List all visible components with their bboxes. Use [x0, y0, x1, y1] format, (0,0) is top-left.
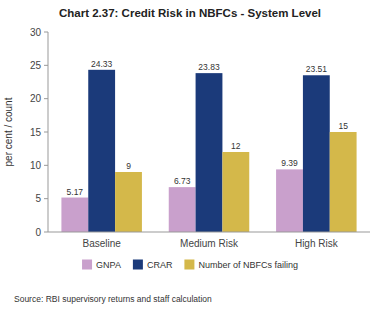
legend-swatch	[184, 260, 194, 270]
bar	[169, 187, 196, 232]
x-tick-label: Baseline	[82, 238, 121, 249]
data-label: 9.39	[281, 158, 298, 168]
y-tick	[44, 32, 48, 33]
legend-item: GNPA	[82, 260, 121, 271]
y-tick-label: 15	[30, 127, 42, 138]
y-tick-label: 25	[30, 60, 42, 71]
y-tick-label: 10	[30, 160, 42, 171]
x-axis-line	[48, 232, 370, 233]
legend: GNPA CRAR Number of NBFCs failing	[82, 260, 298, 271]
bar	[196, 73, 223, 232]
data-label: 12	[231, 141, 241, 151]
data-label: 24.33	[91, 59, 113, 69]
legend-label: Number of NBFCs failing	[198, 260, 298, 270]
data-label: 9	[126, 161, 131, 171]
data-label: 23.51	[306, 64, 328, 74]
bar	[330, 132, 357, 232]
x-tick-label: Medium Risk	[180, 238, 239, 249]
legend-label: GNPA	[96, 260, 121, 270]
y-tick-label: 20	[30, 93, 42, 104]
y-tick	[44, 65, 48, 66]
title: Chart 2.37: Credit Risk in NBFCs - Syste…	[59, 7, 321, 19]
legend-swatch	[133, 260, 143, 270]
y-tick	[44, 198, 48, 199]
legend-swatch	[82, 260, 92, 270]
bar	[276, 169, 303, 232]
y-tick	[44, 165, 48, 166]
bar	[303, 75, 330, 232]
y-tick	[44, 232, 48, 233]
bar	[115, 172, 142, 232]
source-note: Source: RBI supervisory returns and staf…	[14, 294, 212, 304]
legend-item: Number of NBFCs failing	[184, 260, 298, 271]
y-axis-label: per cent / count	[3, 97, 14, 166]
data-label: 15	[338, 121, 348, 131]
legend-label: CRAR	[147, 260, 173, 270]
legend-item: CRAR	[133, 260, 173, 271]
data-label: 6.73	[174, 176, 191, 186]
bar	[61, 198, 88, 232]
data-label: 5.17	[67, 187, 84, 197]
data-labels: 5.17 6.73 9.39 24.33 23.83 23.51 9 12 15	[67, 59, 349, 197]
data-label: 23.83	[198, 62, 220, 72]
bars	[61, 70, 356, 232]
y-axis-line	[48, 32, 49, 232]
y-tick-label: 30	[30, 27, 42, 38]
x-tick-label: High Risk	[295, 238, 339, 249]
bar	[88, 70, 115, 232]
bar	[222, 152, 249, 232]
y-tick-label: 5	[35, 193, 41, 204]
y-tick-label: 0	[35, 227, 41, 238]
chart: Chart 2.37: Credit Risk in NBFCs - Syste…	[0, 0, 380, 310]
y-tick	[44, 132, 48, 133]
y-tick	[44, 98, 48, 99]
